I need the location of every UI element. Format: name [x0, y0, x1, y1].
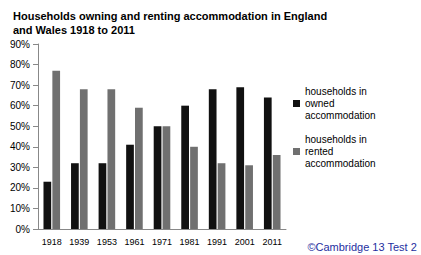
svg-text:60%: 60% — [10, 100, 30, 111]
svg-text:1939: 1939 — [69, 237, 89, 247]
svg-text:20%: 20% — [10, 182, 30, 193]
svg-text:owned: owned — [305, 98, 337, 109]
svg-text:households in: households in — [305, 86, 370, 97]
svg-text:80%: 80% — [10, 59, 30, 70]
svg-text:50%: 50% — [10, 121, 30, 132]
svg-text:1918: 1918 — [42, 237, 62, 247]
svg-text:1971: 1971 — [152, 237, 172, 247]
svg-text:10%: 10% — [10, 203, 30, 214]
svg-text:1981: 1981 — [180, 237, 200, 247]
svg-text:2001: 2001 — [235, 237, 255, 247]
svg-text:40%: 40% — [10, 141, 30, 152]
svg-text:Households owning and renting: Households owning and renting accommodat… — [13, 10, 330, 22]
svg-text:2011: 2011 — [263, 237, 282, 247]
svg-text:1953: 1953 — [97, 237, 117, 247]
svg-text:©Cambridge 13 Test 2: ©Cambridge 13 Test 2 — [307, 241, 416, 253]
svg-text:30%: 30% — [10, 162, 30, 173]
svg-text:0%: 0% — [16, 224, 31, 235]
svg-text:and Wales 1918 to 2011: and Wales 1918 to 2011 — [13, 24, 135, 36]
svg-text:accommodation: accommodation — [305, 158, 376, 169]
svg-text:1961: 1961 — [124, 237, 144, 247]
svg-text:1991: 1991 — [207, 237, 227, 247]
svg-text:70%: 70% — [10, 80, 30, 91]
svg-text:accommodation: accommodation — [305, 110, 376, 121]
svg-text:households in: households in — [305, 134, 370, 145]
svg-text:90%: 90% — [10, 39, 30, 50]
svg-text:rented: rented — [305, 146, 336, 157]
